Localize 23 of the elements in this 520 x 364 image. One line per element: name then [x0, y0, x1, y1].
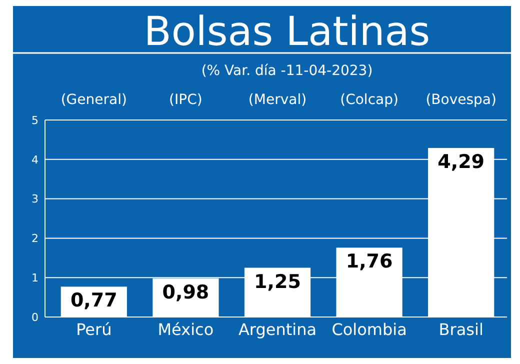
chart-title: Bolsas Latinas [144, 9, 430, 55]
x-tick-label: Perú [76, 320, 112, 339]
text: (IPC) [169, 92, 202, 108]
data-label: 0,98 [162, 281, 210, 304]
text: (General) [60, 92, 127, 108]
y-tick-label: 3 [32, 192, 38, 206]
y-tick-label: 5 [32, 114, 38, 127]
y-tick-label: 0 [32, 310, 38, 324]
x-tick-label: Colombia [332, 320, 407, 339]
y-tick-label: 4 [32, 153, 38, 166]
data-label: 4,29 [438, 150, 485, 173]
x-tick-label: México [158, 320, 214, 339]
data-label: 0,77 [70, 290, 118, 312]
y-tick-label: 2 [32, 232, 38, 246]
text: (Colcap) [340, 92, 398, 108]
data-label: 1,25 [254, 270, 301, 293]
data-label: 1,76 [346, 250, 393, 273]
x-tick-label: Argentina [238, 320, 317, 339]
text: (Merval) [248, 92, 307, 108]
y-tick-label: 1 [32, 271, 38, 284]
chart-subtitle: (% Var. día -11-04-2023) [201, 63, 373, 79]
text: (Bovespa) [426, 92, 496, 108]
x-tick-label: Brasil [438, 320, 484, 339]
